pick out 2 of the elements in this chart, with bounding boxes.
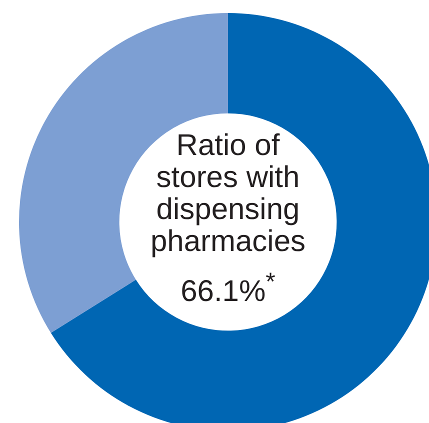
data-label: 66.1%$^{*}$	[180, 267, 276, 308]
text: Ratio of stores with dispensing pharmacies	[149, 129, 307, 258]
